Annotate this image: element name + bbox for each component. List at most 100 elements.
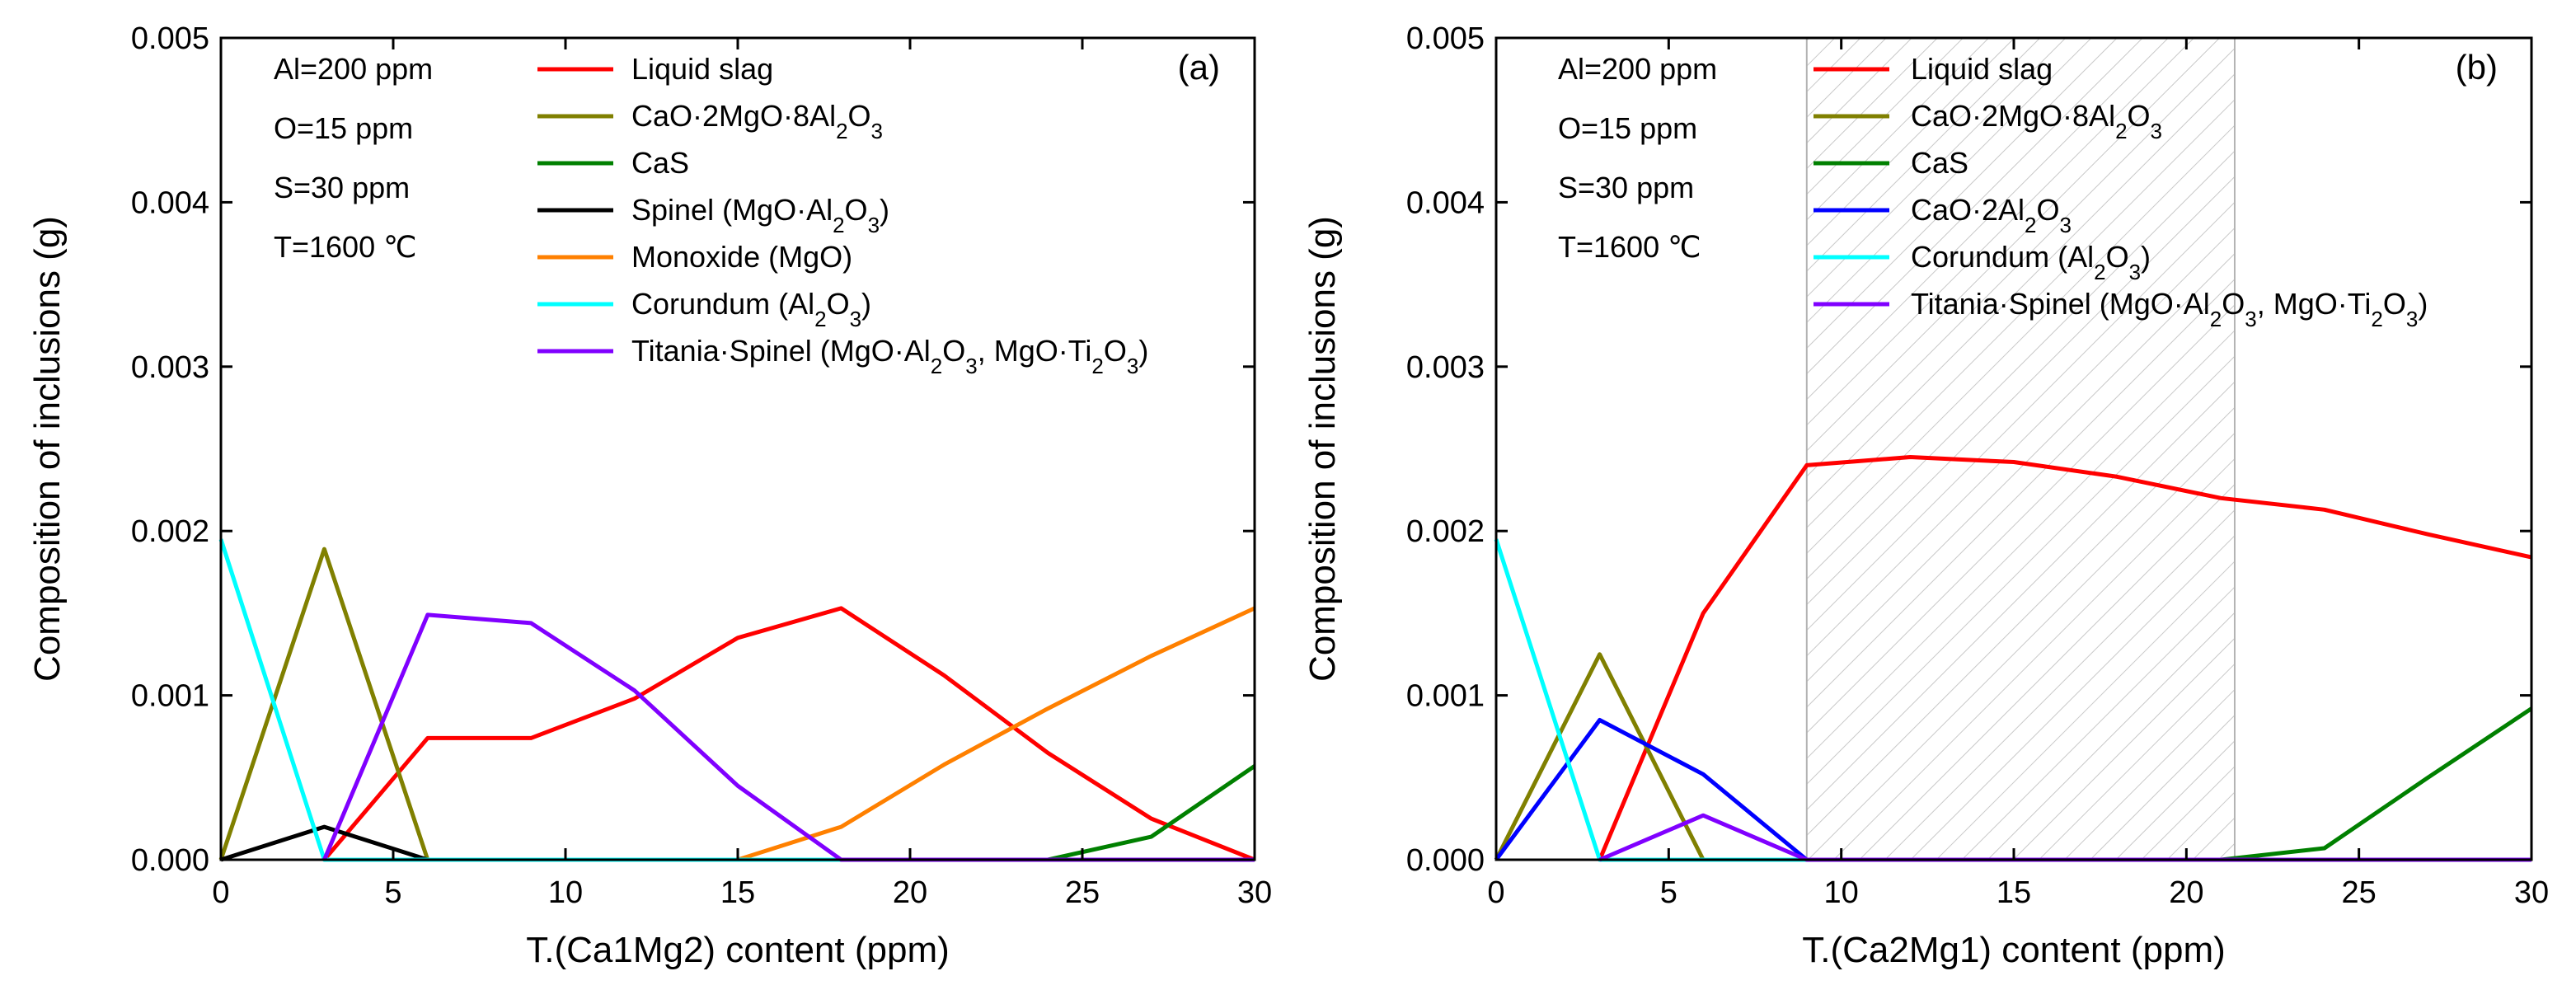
panel-b-legend-label-5: Titania·Spinel (MgO·Al2O3, MgO·Ti2O3) <box>1911 287 2428 331</box>
panel-b-legend-label-5-part-0: Titania·Spinel (MgO·Al <box>1911 287 2210 321</box>
panel-b-legend-label-4: Corundum (Al2O3) <box>1911 240 2151 284</box>
panel-b-x-tick-label-6: 30 <box>2514 875 2549 910</box>
panel-b-y-tick-label-2: 0.002 <box>1406 514 1485 549</box>
panel-b-conditions: Al=200 ppm O=15 ppm S=30 ppm T=1600 ℃ <box>1558 52 1717 264</box>
panel-a-legend-item-4: Monoxide (MgO) <box>537 240 852 274</box>
panel-b-legend-label-5-part-6: O <box>2383 287 2406 321</box>
panel-a-y-tick-label-4: 0.004 <box>131 185 209 220</box>
panel-a-series-4-line <box>737 606 1256 862</box>
panel-a-x-tick-label-3: 15 <box>720 875 755 910</box>
panel-b-y-axis-title: Composition of inclusions (g) <box>1302 216 1343 682</box>
panel-b-panel-label: (b) <box>2456 48 2498 87</box>
panel-b-legend: Liquid slagCaO·2MgO·8Al2O3CaSCaO·2Al2O3C… <box>1814 52 2428 331</box>
panel-a-legend-label-3-part-3: 3 <box>868 213 880 237</box>
panel-a-legend-label-6-part-0: Titania·Spinel (MgO·Al <box>631 334 931 368</box>
panel-a-x-tick-label-1: 5 <box>384 875 401 910</box>
panel-a-y-axis: 0.000 0.001 0.002 0.003 0.004 0.005 <box>131 21 1255 878</box>
panel-b-series-1-line <box>1494 652 1706 861</box>
panel-b-legend-label-4-part-3: 3 <box>2129 260 2141 284</box>
panel-a-legend-label-5: Corundum (Al2O3) <box>631 287 871 331</box>
panel-b-x-axis: 0 5 10 15 20 25 30 <box>1487 38 2549 910</box>
panel-a-legend-label-6-part-6: O <box>1104 334 1127 368</box>
panel-a-legend-label-3: Spinel (MgO·Al2O3) <box>631 193 889 237</box>
panel-a-condition-2: S=30 ppm <box>274 171 410 204</box>
panel-a-x-tick-label-0: 0 <box>212 875 229 910</box>
panel-a-legend-label-0-part-0: Liquid slag <box>631 52 773 86</box>
panel-b-condition-2: S=30 ppm <box>1558 171 1694 204</box>
panel-b-y-axis: 0.000 0.001 0.002 0.003 0.004 0.005 <box>1406 21 2531 878</box>
panel-b-legend-label-1-part-3: 3 <box>2151 119 2162 143</box>
panel-b-legend-label-4-part-2: O <box>2106 240 2129 274</box>
panel-a-legend-label-6-part-2: O <box>942 334 965 368</box>
panel-a-x-tick-label-6: 30 <box>1237 875 1272 910</box>
panel-b-condition-1: O=15 ppm <box>1558 111 1697 145</box>
panel-b-y-tick-label-3: 0.003 <box>1406 350 1485 385</box>
panel-a-legend-label-3-part-1: 2 <box>833 213 844 237</box>
panel-b-legend-item-3: CaO·2Al2O3 <box>1814 193 2072 237</box>
panel-b-legend-label-5-part-8: ) <box>2418 287 2428 321</box>
panel-b-legend-label-2: CaS <box>1911 146 1968 180</box>
panel-b-legend-label-0: Liquid slag <box>1911 52 2053 86</box>
panel-b-legend-item-0: Liquid slag <box>1814 52 2053 86</box>
panel-a-legend-label-0: Liquid slag <box>631 52 773 86</box>
panel-b-shaded-region <box>1805 37 2236 861</box>
panel-b: 0 5 10 15 20 25 300.0000.0010.0020.0030.0040.0… <box>1302 21 2549 970</box>
panel-a-legend-label-6-part-1: 2 <box>931 354 942 378</box>
panel-a-y-tick-label-2: 0.002 <box>131 514 209 549</box>
panel-b-x-tick-label-5: 25 <box>2342 875 2377 910</box>
panel-a-legend-label-4: Monoxide (MgO) <box>631 240 852 274</box>
panel-b-y-tick-label-4: 0.004 <box>1406 185 1485 220</box>
panel-a-legend-label-1-part-1: 2 <box>836 119 847 143</box>
panel-b-legend-label-4-part-4: ) <box>2141 240 2151 274</box>
panel-b-legend-label-1: CaO·2MgO·8Al2O3 <box>1911 99 2162 143</box>
panel-b-legend-label-2-part-0: CaS <box>1911 146 1968 180</box>
panel-b-y-tick-label-1: 0.001 <box>1406 679 1485 714</box>
panel-b-legend-item-5: Titania·Spinel (MgO·Al2O3, MgO·Ti2O3) <box>1814 287 2428 331</box>
panel-b-legend-label-1-part-1: 2 <box>2115 119 2127 143</box>
panel-b-legend-item-4: Corundum (Al2O3) <box>1814 240 2151 284</box>
panel-a-condition-1: O=15 ppm <box>274 111 413 145</box>
panel-a-legend-label-1-part-0: CaO·2MgO·8Al <box>631 99 836 133</box>
panel-a-legend-label-3-part-4: ) <box>880 193 889 227</box>
panel-b-legend-label-3-part-1: 2 <box>2025 213 2036 237</box>
panel-a-legend-label-6-part-7: 3 <box>1127 354 1138 378</box>
panel-a-series-lines <box>218 538 1256 862</box>
panel-a-legend-label-1-part-2: O <box>848 99 871 133</box>
panel-a-legend-label-1-part-3: 3 <box>871 119 883 143</box>
panel-a-x-tick-label-2: 10 <box>548 875 583 910</box>
panel-a-legend-label-6-part-3: 3 <box>965 354 977 378</box>
panel-a-x-axis-title: T.(Ca1Mg2) content (ppm) <box>526 930 950 970</box>
panel-b-legend-label-3-part-3: 3 <box>2060 213 2072 237</box>
panel-b-y-tick-label-5: 0.005 <box>1406 21 1485 56</box>
panel-a-legend-label-5-part-2: O <box>827 287 850 321</box>
panel-b-x-tick-label-4: 20 <box>2169 875 2203 910</box>
panel-a-legend-label-6-part-8: ) <box>1138 334 1148 368</box>
panel-b-legend-label-1-part-0: CaO·2MgO·8Al <box>1911 99 2115 133</box>
panel-a-legend-label-6-part-5: 2 <box>1091 354 1103 378</box>
panel-b-legend-item-2: CaS <box>1814 146 1968 180</box>
panel-a-x-axis: 0 5 10 15 20 25 30 <box>212 38 1272 910</box>
panel-a-legend-item-0: Liquid slag <box>537 52 773 86</box>
panel-a-legend-label-2: CaS <box>631 146 689 180</box>
panel-b-legend-label-4-part-1: 2 <box>2094 260 2105 284</box>
panel-b-series-3-line <box>1494 718 1809 861</box>
panel-a-legend-label-3-part-0: Spinel (MgO·Al <box>631 193 833 227</box>
panel-b-legend-label-5-part-1: 2 <box>2210 307 2222 331</box>
panel-b-legend-label-3-part-0: CaO·2Al <box>1911 193 2025 227</box>
panel-a-x-tick-label-5: 25 <box>1065 875 1100 910</box>
panel-b-series-2-line <box>2220 706 2533 862</box>
panel-a-series-1-line <box>218 547 430 861</box>
panel-a-condition-0: Al=200 ppm <box>274 52 433 86</box>
panel-b-legend-label-5-part-5: 2 <box>2371 307 2382 331</box>
panel-b-legend-item-1: CaO·2MgO·8Al2O3 <box>1814 99 2162 143</box>
panel-b-legend-label-0-part-0: Liquid slag <box>1911 52 2053 86</box>
panel-b-y-tick-label-0: 0.000 <box>1406 843 1485 878</box>
panel-a-legend-label-5-part-0: Corundum (Al <box>631 287 814 321</box>
panel-a-legend-label-6-part-4: , MgO·Ti <box>978 334 1092 368</box>
panel-a-y-tick-label-1: 0.001 <box>131 679 209 714</box>
panel-a-legend-label-5-part-4: ) <box>861 287 871 321</box>
panel-b-legend-label-5-part-2: O <box>2222 287 2245 321</box>
panel-b-condition-0: Al=200 ppm <box>1558 52 1717 86</box>
panel-b-condition-3: T=1600 ℃ <box>1558 230 1701 264</box>
